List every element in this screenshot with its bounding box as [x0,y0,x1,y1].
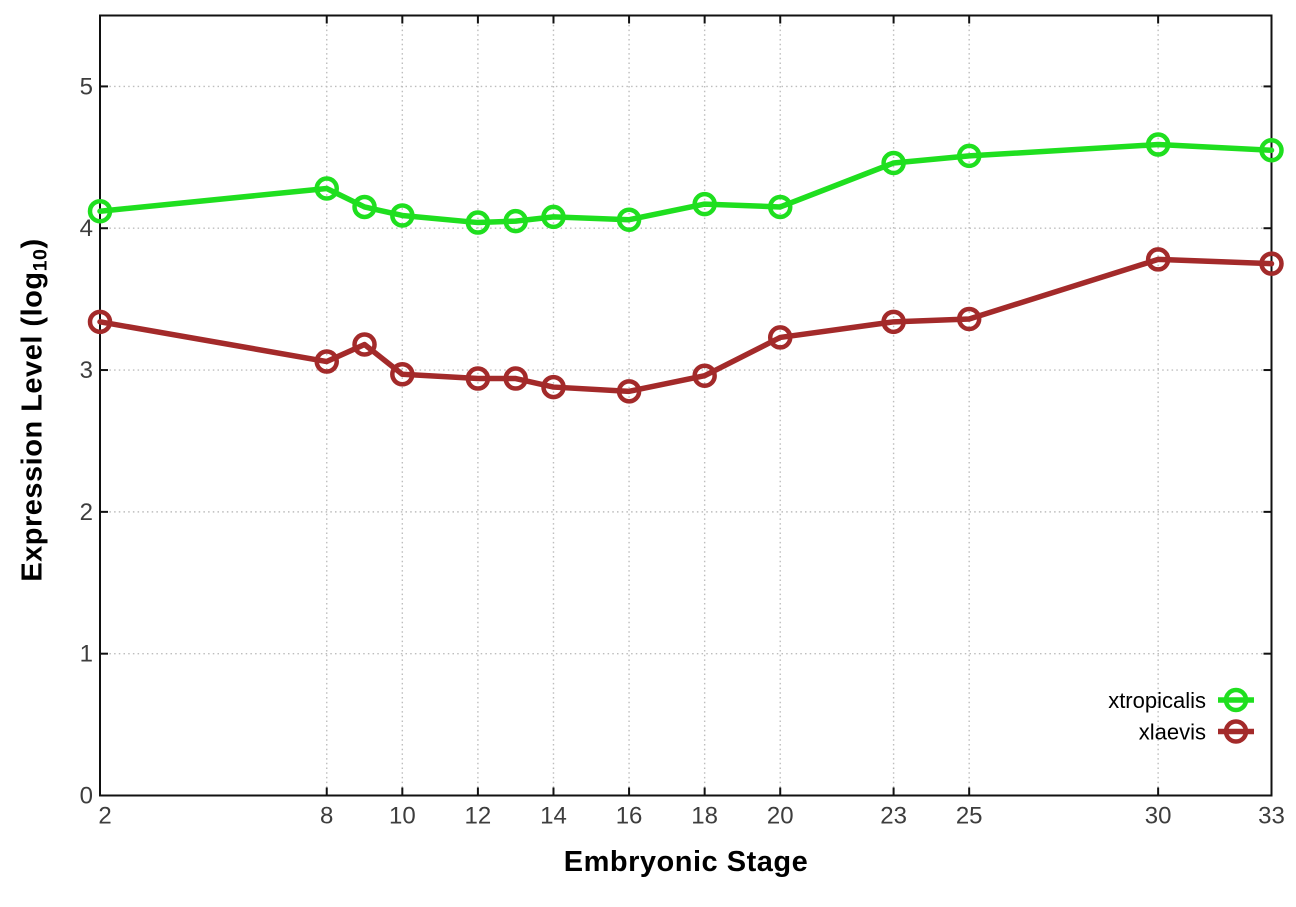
data-point-xlaevis [692,363,717,388]
data-point-xtropicalis [881,150,906,176]
x-tick-label: 25 [956,803,983,830]
data-point-xlaevis [465,366,491,391]
plot-border [99,14,1273,797]
data-point-xtropicalis [767,194,793,220]
data-point-xlaevis [1259,251,1284,276]
x-tick-label: 18 [691,803,718,830]
x-tick-label: 10 [389,803,416,830]
data-point-xlaevis [503,366,528,391]
data-point-xlaevis [390,362,415,387]
data-point-xlaevis [314,349,339,374]
y-axis-title: Expression Level (log10) [16,238,52,582]
x-tick-label: 33 [1258,803,1285,830]
data-point-xtropicalis [692,191,717,217]
data-point-xlaevis [1145,247,1171,272]
data-point-xlaevis [541,374,566,400]
data-point-xtropicalis [503,208,528,234]
y-tick-label: 5 [80,73,93,100]
legend-label-xtropicalis: xtropicalis [1108,688,1206,713]
legend-marker-xtropicalis [1223,687,1249,713]
data-point-xlaevis [87,309,113,335]
x-tick-label: 12 [465,803,492,830]
x-axis-title: Embryonic Stage [563,846,809,878]
y-tick-label: 2 [80,499,93,526]
y-axis-title-suffix: ) [16,238,49,249]
data-point-xtropicalis [1145,132,1171,157]
x-tick-label: 30 [1145,803,1172,830]
y-axis-title-prefix: Expression Level (log [16,271,49,582]
data-point-xtropicalis [616,207,642,232]
y-tick-label: 0 [80,783,93,810]
data-point-xlaevis [881,309,906,335]
y-tick-label: 3 [80,357,93,384]
x-tick-label: 8 [320,803,333,830]
data-point-xtropicalis [465,210,491,235]
x-tick-label: 20 [767,803,794,830]
x-tick-label: 2 [98,803,111,830]
data-point-xtropicalis [352,194,377,220]
data-point-xtropicalis [87,198,113,224]
data-point-xtropicalis [541,204,566,230]
data-point-xlaevis [956,306,982,332]
data-point-xlaevis [352,332,377,357]
x-tick-label: 23 [880,803,907,830]
series-line-xtropicalis [97,141,1275,226]
x-tick-label: 16 [616,803,643,830]
y-tick-label: 1 [80,641,93,668]
data-point-xtropicalis [314,176,339,201]
legend-marker-xlaevis [1223,719,1249,744]
legend-label-xlaevis: xlaevis [1139,720,1206,745]
data-point-xlaevis [616,379,642,404]
y-tick-label: 4 [80,215,93,242]
data-point-xtropicalis [956,143,982,169]
data-point-xlaevis [767,325,793,350]
series-line-xlaevis [97,256,1275,395]
y-axis-title-subscript: 10 [29,248,52,272]
x-tick-label: 14 [540,803,567,830]
data-point-xtropicalis [1259,137,1284,163]
data-point-xtropicalis [390,203,415,228]
